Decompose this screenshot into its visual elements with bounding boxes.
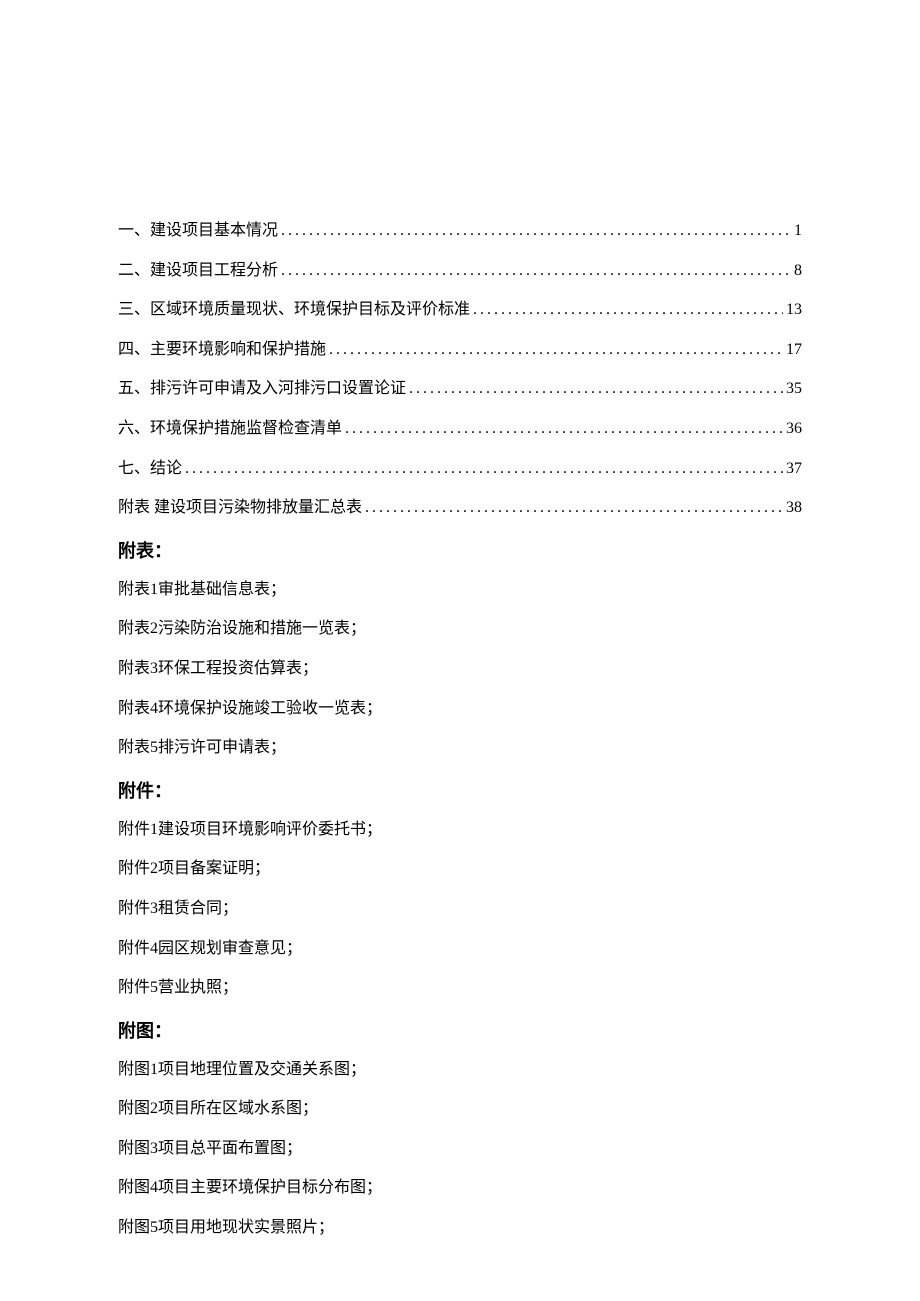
appendix-item: 附表2污染防治设施和措施一览表；: [118, 616, 802, 642]
appendix-item: 附图5项目用地现状实景照片；: [118, 1215, 802, 1241]
toc-leader-dots: [281, 218, 791, 244]
toc-entry: 附表 建设项目污染物排放量汇总表 38: [118, 495, 802, 521]
toc-page-number: 36: [786, 416, 802, 442]
appendix-item: 附表3环保工程投资估算表；: [118, 656, 802, 682]
toc-leader-dots: [473, 297, 783, 323]
appendix-item: 附表1审批基础信息表；: [118, 577, 802, 603]
toc-label: 二、建设项目工程分析: [118, 258, 278, 284]
toc-page-number: 35: [786, 376, 802, 402]
toc-entry: 二、建设项目工程分析 8: [118, 258, 802, 284]
toc-page-number: 1: [794, 218, 802, 244]
toc-leader-dots: [345, 416, 783, 442]
appendix-item: 附件2项目备案证明；: [118, 856, 802, 882]
toc-label: 六、环境保护措施监督检查清单: [118, 416, 342, 442]
toc-page-number: 38: [786, 495, 802, 521]
toc-label: 一、建设项目基本情况: [118, 218, 278, 244]
toc-leader-dots: [281, 258, 791, 284]
toc-page-number: 13: [786, 297, 802, 323]
table-of-contents: 一、建设项目基本情况 1 二、建设项目工程分析 8 三、区域环境质量现状、环境保护目…: [118, 218, 802, 521]
appendix-item: 附图4项目主要环境保护目标分布图；: [118, 1175, 802, 1201]
appendix-item: 附件3租赁合同；: [118, 896, 802, 922]
appendix-item: 附图2项目所在区域水系图；: [118, 1096, 802, 1122]
toc-page-number: 17: [786, 337, 802, 363]
toc-entry: 一、建设项目基本情况 1: [118, 218, 802, 244]
toc-label: 五、排污许可申请及入河排污口设置论证: [118, 376, 406, 402]
toc-entry: 三、区域环境质量现状、环境保护目标及评价标准 13: [118, 297, 802, 323]
section-heading: 附图：: [118, 1017, 802, 1043]
appendix-item: 附件1建设项目环境影响评价委托书；: [118, 817, 802, 843]
toc-label: 四、主要环境影响和保护措施: [118, 337, 326, 363]
section-heading: 附表：: [118, 537, 802, 563]
toc-entry: 四、主要环境影响和保护措施 17: [118, 337, 802, 363]
toc-entry: 七、结论 37: [118, 456, 802, 482]
appendix-item: 附图1项目地理位置及交通关系图；: [118, 1057, 802, 1083]
toc-leader-dots: [185, 456, 783, 482]
toc-leader-dots: [329, 337, 783, 363]
appendix-item: 附表5排污许可申请表；: [118, 735, 802, 761]
toc-leader-dots: [409, 376, 783, 402]
toc-label: 三、区域环境质量现状、环境保护目标及评价标准: [118, 297, 470, 323]
appendix-item: 附图3项目总平面布置图；: [118, 1136, 802, 1162]
toc-entry: 五、排污许可申请及入河排污口设置论证 35: [118, 376, 802, 402]
toc-page-number: 8: [794, 258, 802, 284]
appendix-item: 附件5营业执照；: [118, 975, 802, 1001]
toc-label: 七、结论: [118, 456, 182, 482]
appendix-sections: 附表： 附表1审批基础信息表； 附表2污染防治设施和措施一览表； 附表3环保工程投资估…: [118, 537, 802, 1241]
section-heading: 附件：: [118, 777, 802, 803]
toc-label: 附表 建设项目污染物排放量汇总表: [118, 495, 362, 521]
toc-page-number: 37: [786, 456, 802, 482]
appendix-item: 附表4环境保护设施竣工验收一览表；: [118, 696, 802, 722]
appendix-item: 附件4园区规划审查意见；: [118, 936, 802, 962]
toc-leader-dots: [365, 495, 783, 521]
toc-entry: 六、环境保护措施监督检查清单 36: [118, 416, 802, 442]
